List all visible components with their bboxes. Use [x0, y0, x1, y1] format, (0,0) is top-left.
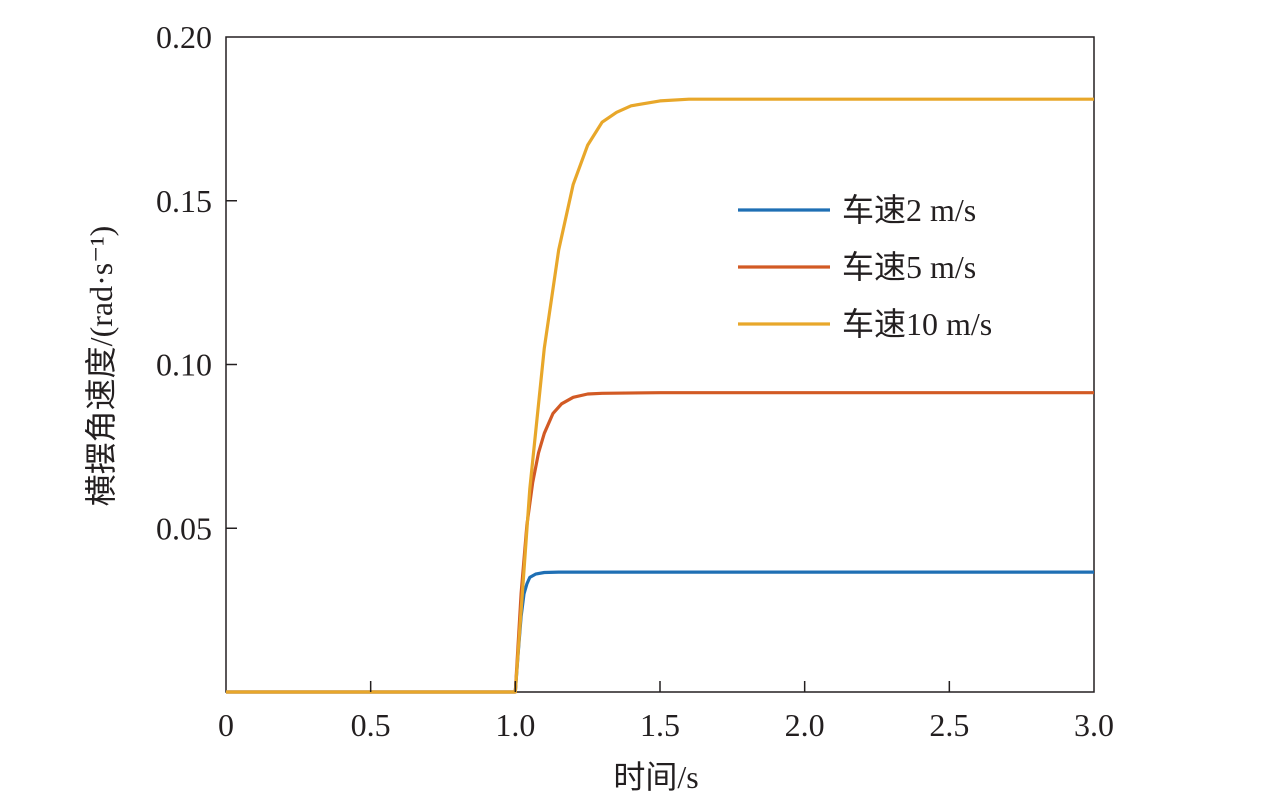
x-tick-label: 2.0 [785, 707, 825, 743]
y-axis-title: 横摆角速度/(rad·s⁻¹) [83, 226, 119, 507]
legend-label: 车速2 m/s [842, 192, 976, 228]
x-tick-label: 3.0 [1074, 707, 1114, 743]
x-tick-label: 0 [218, 707, 234, 743]
x-tick-label: 1.5 [640, 707, 680, 743]
x-tick-label: 0.5 [351, 707, 391, 743]
legend: 车速2 m/s 车速5 m/s 车速10 m/s [738, 192, 992, 342]
ticks-group: 0 0.5 1.0 1.5 2.0 2.5 3.0 0.05 0.10 0.15 0.20 [156, 19, 1114, 743]
y-tick-label: 0.10 [156, 347, 212, 383]
plot-area-border [225, 36, 1095, 693]
series-line-2 [226, 391, 1094, 694]
series-line-1 [226, 570, 1094, 694]
x-tick-label: 1.0 [495, 707, 535, 743]
y-tick-label: 0.05 [156, 510, 212, 546]
y-tick-label: 0.20 [156, 19, 212, 55]
legend-label: 车速10 m/s [842, 306, 992, 342]
plot-frame-group [225, 36, 1095, 693]
series-group [226, 97, 1094, 694]
y-tick-label: 0.15 [156, 183, 212, 219]
series-line-3 [226, 97, 1094, 694]
x-tick-label: 2.5 [929, 707, 969, 743]
legend-label: 车速5 m/s [842, 249, 976, 285]
x-axis-title: 时间/s [613, 759, 698, 795]
